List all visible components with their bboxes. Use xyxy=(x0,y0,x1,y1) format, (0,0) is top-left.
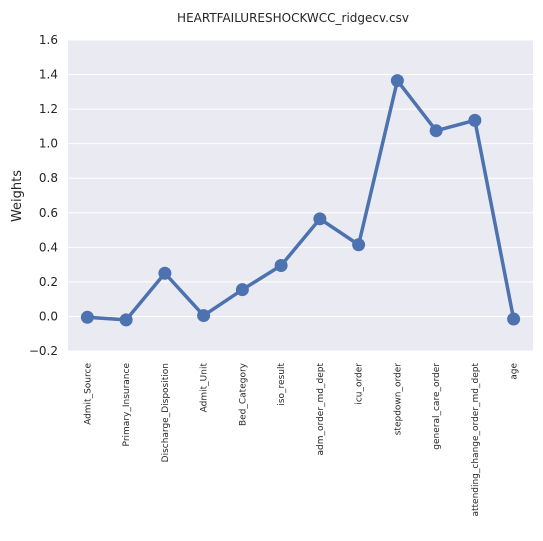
data-point xyxy=(352,238,365,251)
data-point xyxy=(197,309,210,322)
data-point xyxy=(81,311,94,324)
x-tick-label: Admit_Source xyxy=(83,363,93,425)
y-tick-labels: −0.2 0.0 0.2 0.4 0.6 0.8 1.0 1.2 1.4 1.6 xyxy=(29,33,58,358)
data-point xyxy=(430,124,443,137)
x-tick-label: adm_order_md_dept xyxy=(316,363,326,456)
y-tick-label: 1.2 xyxy=(39,102,58,116)
y-tick-label: 0.6 xyxy=(39,206,58,220)
y-tick-label: 0.4 xyxy=(39,240,58,254)
y-tick-label: 1.6 xyxy=(39,33,58,47)
x-tick-label: Primary_Insurance xyxy=(122,363,132,447)
y-tick-label: 1.0 xyxy=(39,137,58,151)
y-tick-label: 0.8 xyxy=(39,171,58,185)
x-tick-label: attending_change_order_md_dept xyxy=(471,363,481,517)
data-point xyxy=(468,114,481,127)
x-tick-label: Admit_Unit xyxy=(200,363,210,413)
data-point xyxy=(391,74,404,87)
x-tick-label: stepdown_order xyxy=(393,363,403,436)
x-tick-label: Bed_Category xyxy=(238,362,248,426)
data-point xyxy=(275,259,288,272)
data-point xyxy=(313,212,326,225)
chart-title: HEARTFAILURESHOCKWCC_ridgecv.csv xyxy=(177,11,409,25)
x-tick-label: iso_result xyxy=(277,363,287,406)
x-tick-labels: Admit_Source Primary_Insurance Discharge_D… xyxy=(83,362,519,516)
y-tick-label: 0.0 xyxy=(39,309,58,323)
y-tick-label: 1.4 xyxy=(39,68,58,82)
data-point xyxy=(120,313,133,326)
y-axis-label: Weights xyxy=(10,170,25,222)
x-tick-label: general_care_order xyxy=(432,363,442,450)
x-tick-label: icu_order xyxy=(355,363,365,405)
y-tick-label: 0.2 xyxy=(39,275,58,289)
data-point xyxy=(236,283,249,296)
y-tick-label: −0.2 xyxy=(29,344,58,358)
data-point xyxy=(507,313,520,326)
x-tick-label: Discharge_Disposition xyxy=(161,363,171,462)
data-point xyxy=(158,267,171,280)
x-tick-label: age xyxy=(510,363,520,380)
